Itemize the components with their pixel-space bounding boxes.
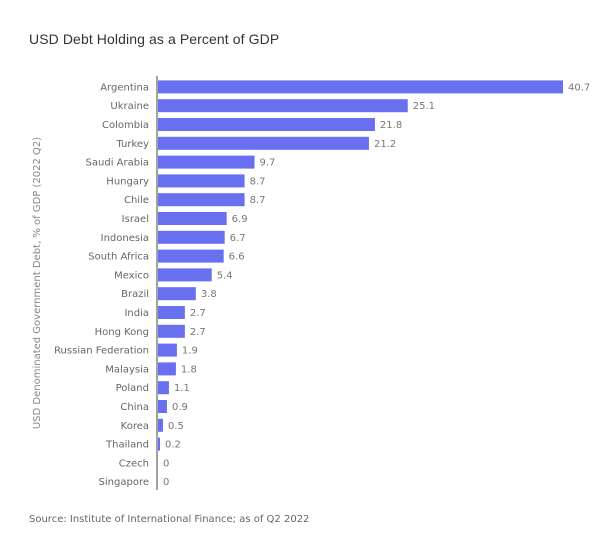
bar	[158, 118, 375, 131]
value-label: 3.8	[201, 289, 217, 300]
value-label: 0	[163, 477, 169, 488]
category-label: Malaysia	[105, 364, 149, 375]
value-label: 21.8	[380, 120, 402, 131]
value-label: 5.4	[217, 270, 233, 281]
category-label: Colombia	[102, 120, 149, 131]
category-label: Thailand	[105, 440, 149, 451]
category-label: Russian Federation	[54, 346, 149, 357]
bar	[158, 193, 245, 207]
value-label: 9.7	[260, 158, 276, 169]
bar	[158, 80, 563, 94]
bar	[158, 99, 408, 113]
value-label: 25.1	[413, 101, 435, 112]
bar	[158, 287, 196, 301]
bar	[158, 174, 245, 188]
value-label: 8.7	[250, 195, 266, 206]
bar	[158, 343, 177, 357]
category-label: Hong Kong	[95, 327, 149, 338]
category-label: Turkey	[115, 139, 149, 150]
bar	[158, 212, 227, 225]
category-label: Indonesia	[101, 233, 149, 244]
bar	[158, 400, 167, 413]
value-label: 0.2	[165, 440, 181, 451]
value-label: 8.7	[250, 176, 266, 187]
bar	[158, 381, 169, 395]
category-label: Saudi Arabia	[86, 158, 149, 169]
value-label: 1.1	[174, 383, 190, 394]
bar	[158, 437, 160, 451]
category-label: Poland	[116, 383, 149, 394]
category-label: Israel	[122, 214, 149, 225]
value-label: 1.9	[182, 346, 198, 357]
value-label: 1.8	[181, 364, 197, 375]
category-label: Korea	[121, 421, 149, 432]
bar	[158, 306, 185, 319]
category-label: Singapore	[99, 477, 149, 488]
category-label: South Africa	[88, 252, 149, 263]
value-label: 6.6	[229, 252, 245, 263]
value-label: 6.9	[232, 214, 248, 225]
category-label: Ukraine	[110, 101, 149, 112]
value-label: 40.7	[568, 82, 590, 93]
value-label: 0.9	[172, 402, 188, 413]
bar	[158, 155, 255, 169]
bar	[158, 249, 224, 263]
category-label: India	[124, 308, 149, 319]
chart-title: USD Debt Holding as a Percent of GDP	[29, 31, 280, 47]
bar	[158, 136, 369, 150]
bar	[158, 418, 163, 432]
value-label: 0.5	[168, 421, 184, 432]
value-label: 2.7	[190, 327, 206, 338]
value-label: 2.7	[190, 308, 206, 319]
category-label: Chile	[124, 195, 149, 206]
category-label: Hungary	[106, 176, 149, 187]
category-label: Brazil	[121, 289, 149, 300]
source-note: Source: Institute of International Finan…	[29, 514, 310, 525]
category-label: Argentina	[100, 82, 149, 93]
category-label: China	[120, 402, 149, 413]
bar	[158, 324, 185, 338]
bar	[158, 230, 225, 244]
y-axis-label: USD Denominated Government Debt, % of GD…	[32, 137, 43, 429]
bar	[158, 362, 176, 376]
category-label: Czech	[119, 458, 149, 469]
value-label: 0	[163, 458, 169, 469]
value-label: 6.7	[230, 233, 246, 244]
category-label: Mexico	[114, 270, 149, 281]
bar	[158, 268, 212, 282]
value-label: 21.2	[374, 139, 396, 150]
